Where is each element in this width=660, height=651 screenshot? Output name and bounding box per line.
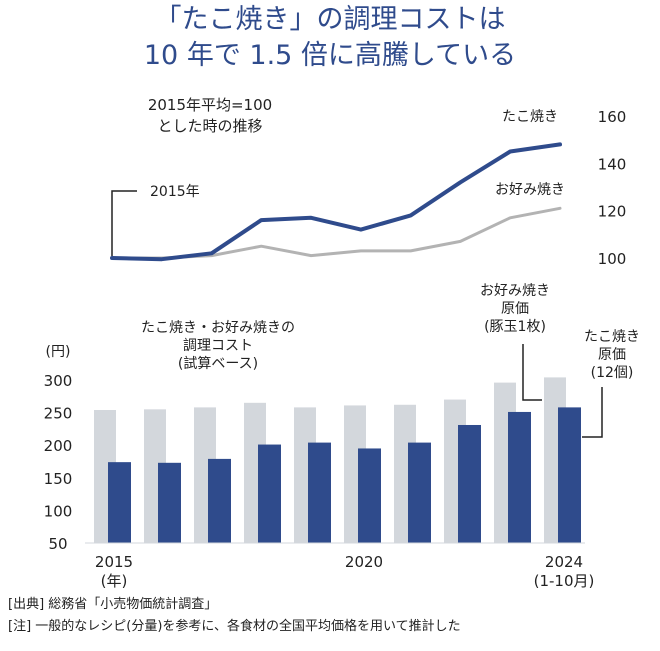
chart-title-line-1: 「たこ焼き」の調理コストは xyxy=(154,4,506,35)
takoyaki-cost-bar xyxy=(258,444,281,543)
takoyaki-cost-bar xyxy=(358,448,381,543)
line-ytick-label: 100 xyxy=(598,250,627,268)
bar-xtick-label: 2015 xyxy=(95,553,133,571)
okonomiyaki-leader xyxy=(522,344,542,401)
start-year-leader xyxy=(111,190,137,256)
takoyaki-cost-bar xyxy=(458,424,481,543)
line-ytick-label: 160 xyxy=(598,108,627,126)
takoyaki-cost-label-2: 原価 xyxy=(598,347,626,363)
takoyaki-cost-bar xyxy=(158,462,181,543)
line-ytick-label: 120 xyxy=(598,203,627,221)
chart-title-line-2: 10 年で 1.5 倍に高騰している xyxy=(143,40,517,71)
bar-unit-label: (円) xyxy=(46,344,71,360)
bar-chart-title-2: 調理コスト xyxy=(183,338,253,354)
start-year-label: 2015年 xyxy=(150,184,200,200)
takoyaki-cost-label-3: (12個) xyxy=(591,365,634,381)
bar-xtick-label: (1-10月) xyxy=(534,572,595,590)
bar-chart-title-3: (試算ベース) xyxy=(178,356,258,372)
takoyaki-cost-bar xyxy=(208,458,231,543)
takoyaki-cost-bar xyxy=(558,407,581,543)
okonomiyaki-cost-label-1: お好み焼き xyxy=(480,283,550,299)
takoyaki-cost-bar xyxy=(308,442,331,543)
line-chart-subtitle-1: 2015年平均=100 xyxy=(148,96,272,114)
bar-ytick-label: 200 xyxy=(44,437,73,455)
okonomiyaki-line xyxy=(110,206,562,260)
bar-ytick-label: 300 xyxy=(44,372,73,390)
line-chart-subtitle-2: とした時の推移 xyxy=(157,117,262,135)
takoyaki-cost-label-1: たこ焼き xyxy=(584,329,640,345)
source-note: [出典] 総務省「小売物価統計調査」 xyxy=(8,597,218,612)
series-label-okonomiyaki: お好み焼き xyxy=(495,182,565,198)
bar-ytick-label: 50 xyxy=(48,535,67,553)
bar-chart-title-1: たこ焼き・お好み焼きの xyxy=(141,320,295,336)
bar-ytick-label: 250 xyxy=(44,405,73,423)
series-label-takoyaki: たこ焼き xyxy=(502,109,558,125)
bar-xtick-label: 2024 xyxy=(545,553,583,571)
takoyaki-cost-bar xyxy=(408,442,431,543)
bar-xtick-label: (年) xyxy=(101,572,128,590)
bar-ytick-label: 100 xyxy=(44,502,73,520)
takoyaki-line xyxy=(110,142,562,262)
bar-xtick-label: 2020 xyxy=(345,553,383,571)
takoyaki-cost-bar xyxy=(108,462,131,543)
method-note: [注] 一般的なレシピ(分量)を参考に、各食材の全国平均価格を用いて推計した xyxy=(8,619,461,634)
line-ytick-label: 140 xyxy=(598,155,627,173)
takoyaki-cost-bar xyxy=(508,411,531,543)
okonomiyaki-cost-label-3: (豚玉1枚) xyxy=(484,319,546,335)
takoyaki-leader xyxy=(582,387,603,438)
okonomiyaki-cost-label-2: 原価 xyxy=(501,301,529,317)
bar-ytick-label: 150 xyxy=(44,470,73,488)
